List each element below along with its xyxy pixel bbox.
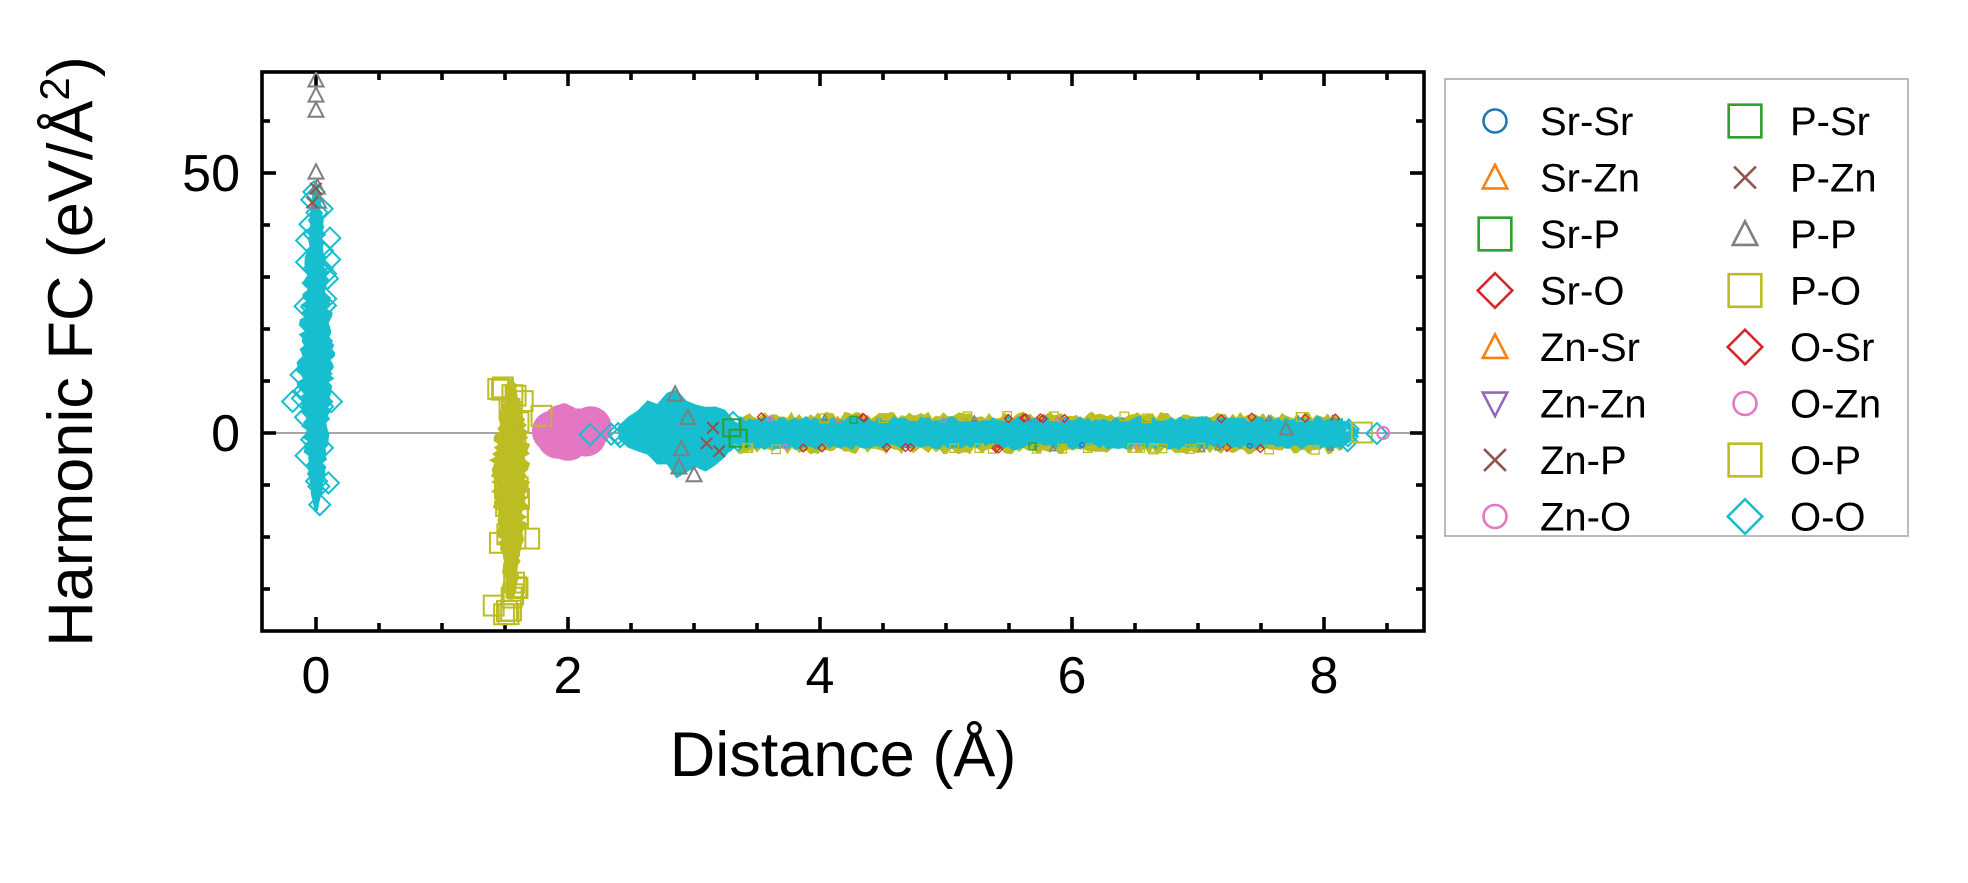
svg-text:Zn-P: Zn-P [1540, 439, 1627, 483]
svg-text:8: 8 [1310, 647, 1339, 705]
svg-text:O-P: O-P [1790, 439, 1861, 483]
svg-text:Sr-Zn: Sr-Zn [1540, 157, 1640, 201]
svg-text:P-Sr: P-Sr [1790, 100, 1870, 144]
svg-text:Sr-O: Sr-O [1540, 270, 1624, 314]
svg-text:O-O: O-O [1790, 496, 1866, 540]
svg-text:2: 2 [554, 647, 583, 705]
svg-text:0: 0 [211, 405, 240, 463]
svg-text:Sr-P: Sr-P [1540, 213, 1620, 257]
svg-text:O-Zn: O-Zn [1790, 383, 1881, 427]
svg-text:Sr-Sr: Sr-Sr [1540, 100, 1633, 144]
svg-text:P-Zn: P-Zn [1790, 157, 1877, 201]
svg-text:Zn-Zn: Zn-Zn [1540, 383, 1647, 427]
svg-text:Zn-O: Zn-O [1540, 496, 1631, 540]
svg-text:O-Sr: O-Sr [1790, 326, 1874, 370]
svg-text:0: 0 [302, 647, 331, 705]
svg-text:50: 50 [182, 145, 240, 203]
svg-text:P-P: P-P [1790, 213, 1857, 257]
svg-text:Distance (Å): Distance (Å) [670, 720, 1017, 790]
svg-text:P-O: P-O [1790, 270, 1861, 314]
svg-text:6: 6 [1058, 647, 1087, 705]
svg-text:Zn-Sr: Zn-Sr [1540, 326, 1640, 370]
svg-text:4: 4 [806, 647, 835, 705]
svg-text:Harmonic FC (eV/Å2): Harmonic FC (eV/Å2) [31, 56, 107, 646]
